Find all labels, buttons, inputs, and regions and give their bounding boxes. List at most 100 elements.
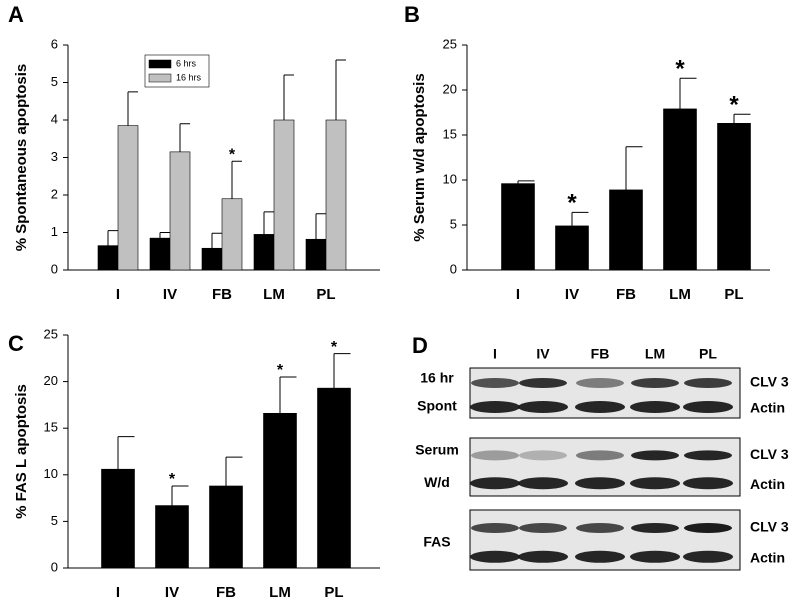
bar bbox=[317, 387, 351, 569]
legend-swatch bbox=[148, 59, 172, 69]
y-tick-label: 25 bbox=[443, 36, 457, 51]
significance-mark: * bbox=[169, 471, 176, 488]
band-label: CLV 3 bbox=[750, 519, 789, 535]
bar bbox=[325, 119, 347, 271]
x-tick-label: IV bbox=[565, 286, 579, 303]
x-tick-label: IV bbox=[165, 584, 179, 597]
band-label: Actin bbox=[750, 476, 785, 492]
band bbox=[630, 477, 680, 490]
y-tick-label: 6 bbox=[51, 36, 58, 51]
band bbox=[575, 401, 625, 413]
y-tick-label: 25 bbox=[44, 326, 58, 341]
lane-label: I bbox=[493, 346, 497, 362]
significance-mark: * bbox=[567, 190, 577, 217]
y-tick-label: 5 bbox=[51, 74, 58, 89]
row-label: FAS bbox=[423, 534, 450, 550]
error-bar bbox=[211, 232, 222, 249]
y-tick-label: 4 bbox=[51, 111, 58, 126]
legend-label: 16 hrs bbox=[176, 72, 202, 82]
bar bbox=[609, 189, 643, 271]
bar bbox=[717, 123, 751, 271]
band bbox=[683, 550, 733, 563]
y-tick-label: 15 bbox=[44, 420, 58, 435]
error-bar bbox=[225, 456, 243, 486]
lane-label: IV bbox=[536, 346, 550, 362]
lane-label: LM bbox=[645, 346, 665, 362]
bar bbox=[101, 468, 135, 569]
y-axis-label: % Spontaneous apoptosis bbox=[13, 64, 30, 252]
band bbox=[471, 450, 519, 461]
y-tick-label: 15 bbox=[443, 126, 457, 141]
row-label: 16 hr bbox=[420, 370, 454, 386]
x-tick-label: I bbox=[116, 584, 120, 597]
bar bbox=[209, 485, 243, 569]
significance-mark: * bbox=[331, 339, 338, 356]
band bbox=[631, 378, 679, 388]
y-tick-label: 5 bbox=[51, 513, 58, 528]
error-bar bbox=[733, 113, 751, 124]
x-tick-label: FB bbox=[616, 286, 636, 303]
band bbox=[631, 523, 679, 533]
error-bar bbox=[571, 211, 589, 226]
error-bar bbox=[159, 232, 170, 239]
band bbox=[575, 477, 625, 490]
band bbox=[518, 477, 568, 490]
band bbox=[683, 477, 733, 490]
x-tick-label: PL bbox=[724, 286, 743, 303]
bar bbox=[663, 108, 697, 271]
bar bbox=[201, 247, 223, 271]
band bbox=[683, 401, 733, 413]
y-tick-label: 10 bbox=[44, 466, 58, 481]
error-bar bbox=[231, 160, 242, 199]
x-tick-label: PL bbox=[324, 584, 343, 597]
band bbox=[630, 401, 680, 413]
band bbox=[631, 450, 679, 461]
y-tick-label: 3 bbox=[51, 149, 58, 164]
error-bar bbox=[179, 123, 190, 152]
y-tick-label: 5 bbox=[450, 216, 457, 231]
y-tick-label: 10 bbox=[443, 171, 457, 186]
bar bbox=[305, 238, 327, 271]
bar bbox=[253, 234, 275, 271]
bar bbox=[155, 505, 189, 569]
error-bar bbox=[679, 77, 697, 109]
band bbox=[470, 477, 520, 490]
error-bar bbox=[283, 74, 294, 120]
band-label: Actin bbox=[750, 400, 785, 416]
error-bar bbox=[333, 353, 351, 389]
x-tick-label: FB bbox=[212, 286, 232, 303]
legend-label: 6 hrs bbox=[176, 58, 197, 68]
y-tick-label: 20 bbox=[443, 81, 457, 96]
band bbox=[518, 550, 568, 563]
band bbox=[630, 550, 680, 563]
x-tick-label: PL bbox=[316, 286, 335, 303]
error-bar bbox=[263, 211, 274, 235]
error-bar bbox=[171, 485, 189, 506]
row-label: Serum bbox=[415, 441, 459, 457]
x-tick-label: LM bbox=[263, 286, 285, 303]
band bbox=[575, 550, 625, 563]
x-tick-label: FB bbox=[216, 584, 236, 597]
band bbox=[576, 378, 624, 388]
band bbox=[471, 523, 519, 533]
bar bbox=[501, 183, 535, 271]
row-label: W/d bbox=[424, 474, 450, 490]
row-label: Spont bbox=[417, 398, 457, 414]
lane-label: PL bbox=[699, 346, 717, 362]
band bbox=[576, 523, 624, 533]
band bbox=[470, 401, 520, 413]
band bbox=[576, 450, 624, 461]
significance-mark: * bbox=[675, 56, 685, 83]
error-bar bbox=[517, 180, 535, 184]
x-tick-label: I bbox=[516, 286, 520, 303]
error-bar bbox=[315, 213, 326, 240]
y-axis-label: % Serum w/d apoptosis bbox=[411, 73, 428, 241]
x-tick-label: LM bbox=[269, 584, 291, 597]
x-tick-label: LM bbox=[669, 286, 691, 303]
error-bar bbox=[127, 91, 138, 126]
y-tick-label: 2 bbox=[51, 186, 58, 201]
bar bbox=[221, 198, 243, 271]
y-tick-label: 0 bbox=[51, 559, 58, 574]
